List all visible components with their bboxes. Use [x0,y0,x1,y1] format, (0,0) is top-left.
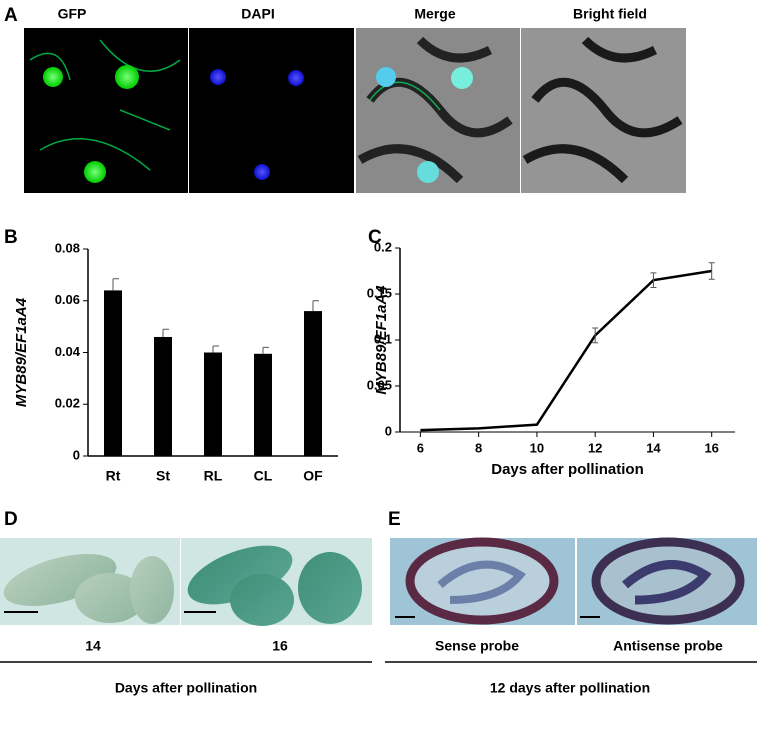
caption: 12 days after pollination [490,680,650,696]
panel-label: C [368,227,382,248]
image-title: Merge [414,6,455,22]
x-tick-label: 8 [475,440,482,455]
error-bar [592,327,599,344]
caption: Days after pollination [115,680,257,696]
seed-images [0,538,372,626]
error-bar [650,272,657,289]
bar [254,353,272,456]
error-bar [112,278,119,291]
y-tick-label: 0.04 [55,344,81,359]
bar [304,311,322,456]
x-tick-label: OF [303,468,323,484]
bar [204,352,222,456]
x-tick-label: Rt [106,468,121,484]
image-label: 16 [272,638,288,654]
x-axis-label: Days after pollination [491,461,644,478]
panel-label: B [4,227,18,248]
panel-label: E [388,509,401,530]
y-tick-label: 0.15 [367,285,392,300]
error-bar [312,300,319,312]
image-title: GFP [58,6,87,22]
error-bar [212,345,219,353]
y-axis-label: MYB89/EF1aA4 [373,285,390,395]
image-title: Bright field [573,6,647,22]
y-tick-label: 0.06 [55,292,80,307]
error-bar [708,262,715,280]
y-axis-label: MYB89/EF1aA4 [13,297,30,407]
panel-label: A [4,5,18,26]
error-bar [262,346,269,354]
x-tick-label: RL [204,468,223,484]
x-tick-label: 12 [588,440,602,455]
x-tick-label: CL [254,468,273,484]
error-bar [162,328,169,337]
y-tick-label: 0.1 [374,331,392,346]
x-tick-label: 6 [417,440,424,455]
y-tick-label: 0.08 [55,240,80,255]
y-tick-label: 0 [73,447,80,462]
x-tick-label: 14 [646,440,661,455]
image-title: DAPI [241,6,274,22]
image-label: Sense probe [435,638,519,654]
y-tick-label: 0.05 [367,377,392,392]
y-tick-label: 0 [385,423,392,438]
micrographs [24,28,686,193]
bar [104,290,122,456]
x-tick-label: St [156,468,170,484]
section-images [390,537,757,625]
panel-label: D [4,509,18,530]
image-label: Antisense probe [613,638,723,654]
y-tick-label: 0.02 [55,396,80,411]
line [420,269,712,432]
image-label: 14 [85,638,101,654]
y-tick-label: 0.2 [374,239,392,254]
x-tick-label: 16 [704,440,718,455]
x-tick-label: 10 [530,440,544,455]
bar [154,336,172,456]
